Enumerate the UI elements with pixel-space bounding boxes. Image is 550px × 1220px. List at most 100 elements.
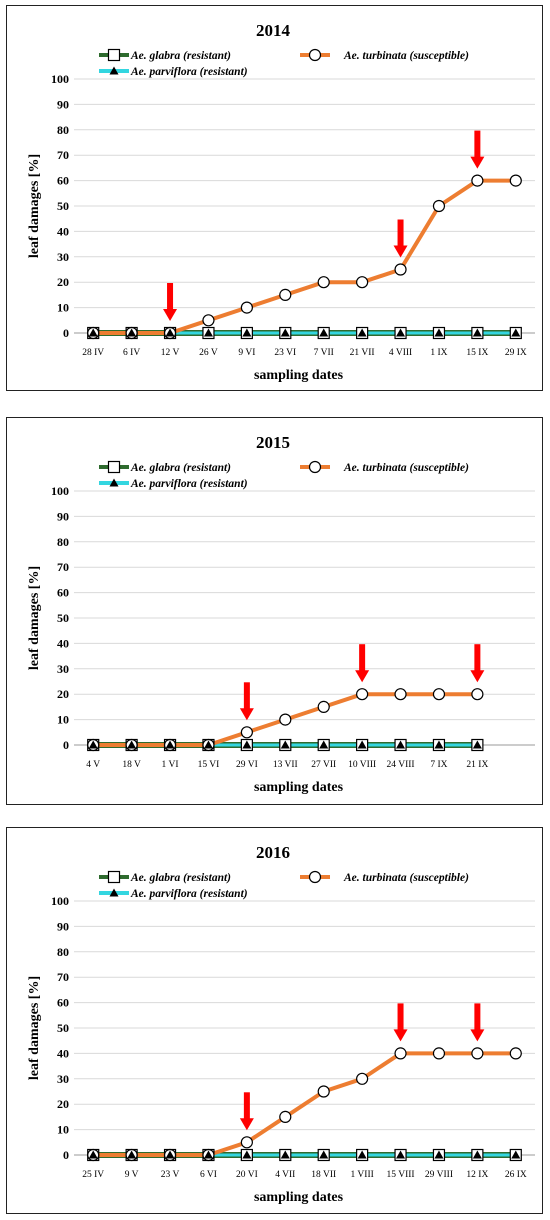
x-tick-label: 25 IV (82, 1170, 104, 1180)
x-tick-label: 4 V (86, 760, 100, 770)
y-tick-label: 50 (57, 611, 69, 625)
data-point (394, 688, 407, 701)
x-tick-label: 7 IX (430, 760, 447, 770)
x-tick-label: 10 VIII (348, 760, 376, 770)
legend-item: Ae. turbinata (susceptible) (300, 870, 469, 884)
y-tick-label: 50 (57, 199, 69, 213)
x-tick-label: 15 VIII (387, 1170, 415, 1180)
data-point (127, 328, 137, 337)
x-tick-label: 23 VI (274, 348, 296, 358)
data-point (357, 1150, 367, 1159)
series-line (93, 1051, 516, 1157)
x-tick-label: 18 VII (311, 1170, 336, 1180)
data-point (319, 328, 329, 337)
x-tick-label: 1 IX (430, 348, 447, 358)
x-tick-label: 15 IX (466, 348, 488, 358)
data-point (88, 1150, 98, 1159)
data-point (242, 1150, 252, 1159)
y-tick-label: 70 (57, 970, 69, 984)
data-point (472, 1150, 482, 1159)
y-tick-label: 60 (57, 586, 69, 600)
chart-2016: 2016 Ae. glabra (resistant) Ae. turbinata … (27, 843, 535, 1205)
x-tick-label: 12 IX (466, 1170, 488, 1180)
chart-2014: 2014 Ae. glabra (resistant) Ae. turbinata … (27, 21, 535, 383)
legend-item: Ae. turbinata (susceptible) (300, 460, 469, 474)
chart-panel-2014: 2014 Ae. glabra (resistant) Ae. turbinata … (6, 5, 543, 391)
y-tick-label: 30 (57, 1072, 69, 1086)
legend-item: Ae. glabra (resistant) (99, 870, 231, 884)
y-tick-label: 20 (57, 687, 69, 701)
legend-label: Ae. parviflora (resistant) (130, 66, 248, 78)
data-point (394, 1047, 407, 1060)
x-axis-label: sampling dates (254, 780, 344, 795)
data-point (434, 740, 444, 749)
legend-item: Ae. parviflora (resistant) (99, 66, 248, 78)
x-axis-label: sampling dates (254, 368, 344, 383)
data-point (509, 1047, 522, 1060)
legend-label: Ae. parviflora (resistant) (130, 478, 248, 490)
data-point (472, 328, 482, 337)
triangle-marker-icon (109, 478, 119, 487)
data-point (279, 288, 292, 301)
data-point (432, 1047, 446, 1060)
y-tick-label: 40 (57, 224, 69, 238)
x-tick-label: 26 V (199, 348, 218, 358)
red-arrow-icon (239, 1092, 254, 1131)
red-arrow-icon (393, 1003, 408, 1042)
data-point (511, 328, 521, 337)
red-arrow-icon (163, 283, 178, 321)
data-point (240, 301, 253, 314)
x-tick-label: 4 VII (275, 1170, 295, 1180)
y-tick-label: 10 (57, 713, 69, 727)
red-arrow-icon (239, 682, 254, 721)
data-point (280, 1150, 290, 1159)
data-point (280, 740, 290, 749)
x-tick-label: 6 IV (123, 348, 140, 358)
y-tick-label: 90 (57, 919, 69, 933)
y-axis-label: leaf damages [%] (27, 976, 42, 1080)
legend: Ae. glabra (resistant) Ae. turbinata (sus… (99, 460, 469, 490)
x-tick-label: 21 VII (350, 348, 375, 358)
x-tick-label: 28 IV (82, 348, 104, 358)
x-tick-label: 18 V (122, 760, 141, 770)
y-tick-label: 0 (63, 1148, 69, 1162)
data-point (202, 314, 215, 327)
data-point (280, 328, 290, 337)
x-tick-label: 29 IX (505, 348, 527, 358)
legend-label: Ae. parviflora (resistant) (130, 888, 248, 900)
circle-marker-icon (308, 870, 322, 884)
legend: Ae. glabra (resistant) Ae. turbinata (sus… (99, 870, 469, 900)
data-point (240, 1136, 253, 1149)
gridlines (74, 490, 535, 746)
x-tick-label: 27 VII (311, 760, 336, 770)
x-tick-label: 7 VII (314, 348, 334, 358)
x-tick-label: 15 VI (198, 760, 220, 770)
x-tick-label: 29 VI (236, 760, 258, 770)
chart-title: 2014 (256, 21, 291, 40)
red-arrow-icon (470, 644, 485, 683)
data-point (394, 263, 407, 276)
data-point (396, 328, 406, 337)
gridlines (74, 78, 535, 334)
data-point (357, 328, 367, 337)
y-tick-label: 80 (57, 945, 69, 959)
data-point (165, 328, 175, 337)
chart-panel-2016: 2016 Ae. glabra (resistant) Ae. turbinata … (6, 827, 543, 1214)
x-tick-label: 24 VIII (387, 760, 415, 770)
legend-label: Ae. glabra (resistant) (130, 462, 231, 474)
y-tick-label: 40 (57, 636, 69, 650)
red-arrow-icon (470, 130, 485, 169)
data-point (511, 1150, 521, 1159)
legend-label: Ae. turbinata (susceptible) (343, 462, 469, 474)
data-point (356, 1072, 369, 1085)
data-point (203, 1150, 213, 1159)
y-tick-label: 20 (57, 275, 69, 289)
data-point (317, 700, 330, 713)
data-point (471, 688, 484, 701)
gridlines (74, 900, 535, 1156)
data-point (396, 740, 406, 749)
data-point (319, 740, 329, 749)
data-point (471, 1047, 484, 1060)
data-point (356, 688, 369, 701)
chart-title: 2016 (256, 843, 290, 862)
